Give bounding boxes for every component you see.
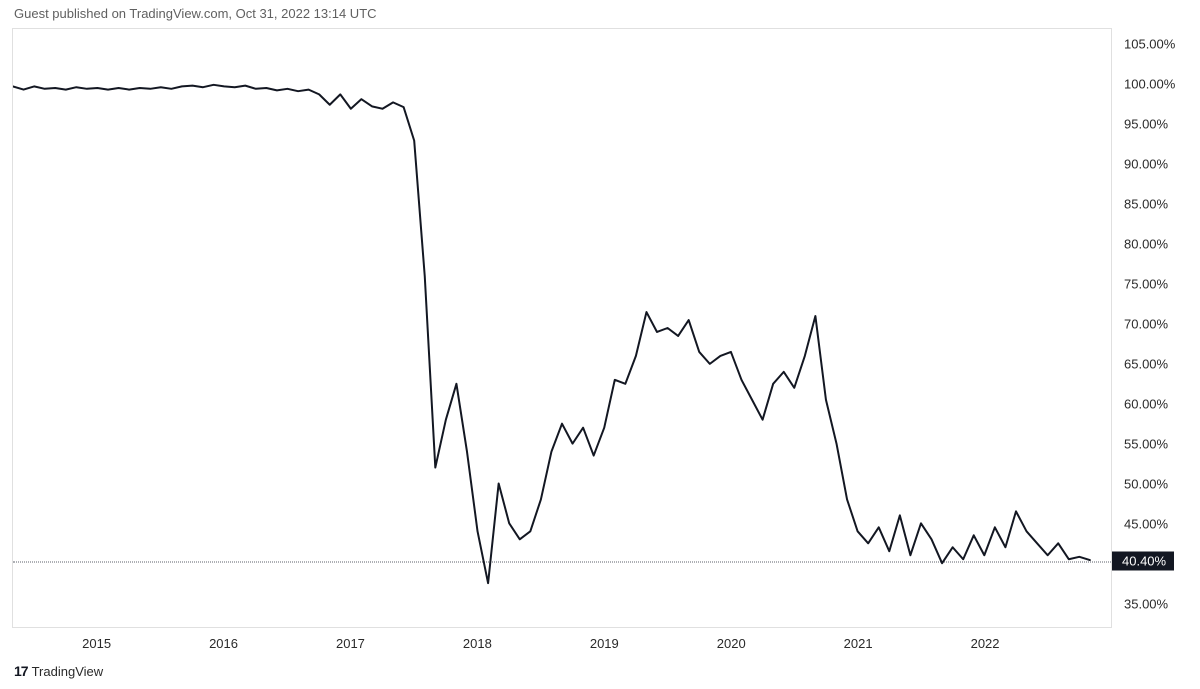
x-tick-label: 2018 bbox=[463, 636, 492, 651]
y-tick-label: 105.00% bbox=[1124, 37, 1175, 52]
x-tick-label: 2022 bbox=[971, 636, 1000, 651]
y-tick-label: 75.00% bbox=[1124, 277, 1168, 292]
y-tick-label: 95.00% bbox=[1124, 117, 1168, 132]
y-tick-label: 90.00% bbox=[1124, 157, 1168, 172]
y-tick-label: 100.00% bbox=[1124, 77, 1175, 92]
chart-plot-area bbox=[12, 28, 1112, 628]
y-tick-label: 55.00% bbox=[1124, 437, 1168, 452]
y-tick-label: 70.00% bbox=[1124, 317, 1168, 332]
line-chart-svg bbox=[13, 29, 1111, 627]
chart-footer: 17 TradingView bbox=[14, 663, 103, 679]
current-value-badge: 40.40% bbox=[1112, 551, 1174, 570]
x-axis: 2015 2016 2017 2018 2019 2020 2021 2022 bbox=[12, 630, 1112, 660]
tradingview-brand-text: TradingView bbox=[32, 664, 104, 679]
y-tick-label: 65.00% bbox=[1124, 357, 1168, 372]
price-line bbox=[13, 85, 1090, 583]
y-tick-label: 80.00% bbox=[1124, 237, 1168, 252]
y-axis: 35.00%40.00%45.00%50.00%55.00%60.00%65.0… bbox=[1112, 28, 1188, 628]
x-tick-label: 2016 bbox=[209, 636, 238, 651]
x-tick-label: 2020 bbox=[717, 636, 746, 651]
y-tick-label: 50.00% bbox=[1124, 477, 1168, 492]
x-tick-label: 2019 bbox=[590, 636, 619, 651]
x-tick-label: 2015 bbox=[82, 636, 111, 651]
chart-header-text: Guest published on TradingView.com, Oct … bbox=[14, 6, 377, 21]
x-tick-label: 2021 bbox=[844, 636, 873, 651]
y-tick-label: 45.00% bbox=[1124, 517, 1168, 532]
tradingview-logo-icon: 17 bbox=[14, 663, 26, 679]
y-tick-label: 60.00% bbox=[1124, 397, 1168, 412]
x-tick-label: 2017 bbox=[336, 636, 365, 651]
y-tick-label: 85.00% bbox=[1124, 197, 1168, 212]
y-tick-label: 35.00% bbox=[1124, 597, 1168, 612]
